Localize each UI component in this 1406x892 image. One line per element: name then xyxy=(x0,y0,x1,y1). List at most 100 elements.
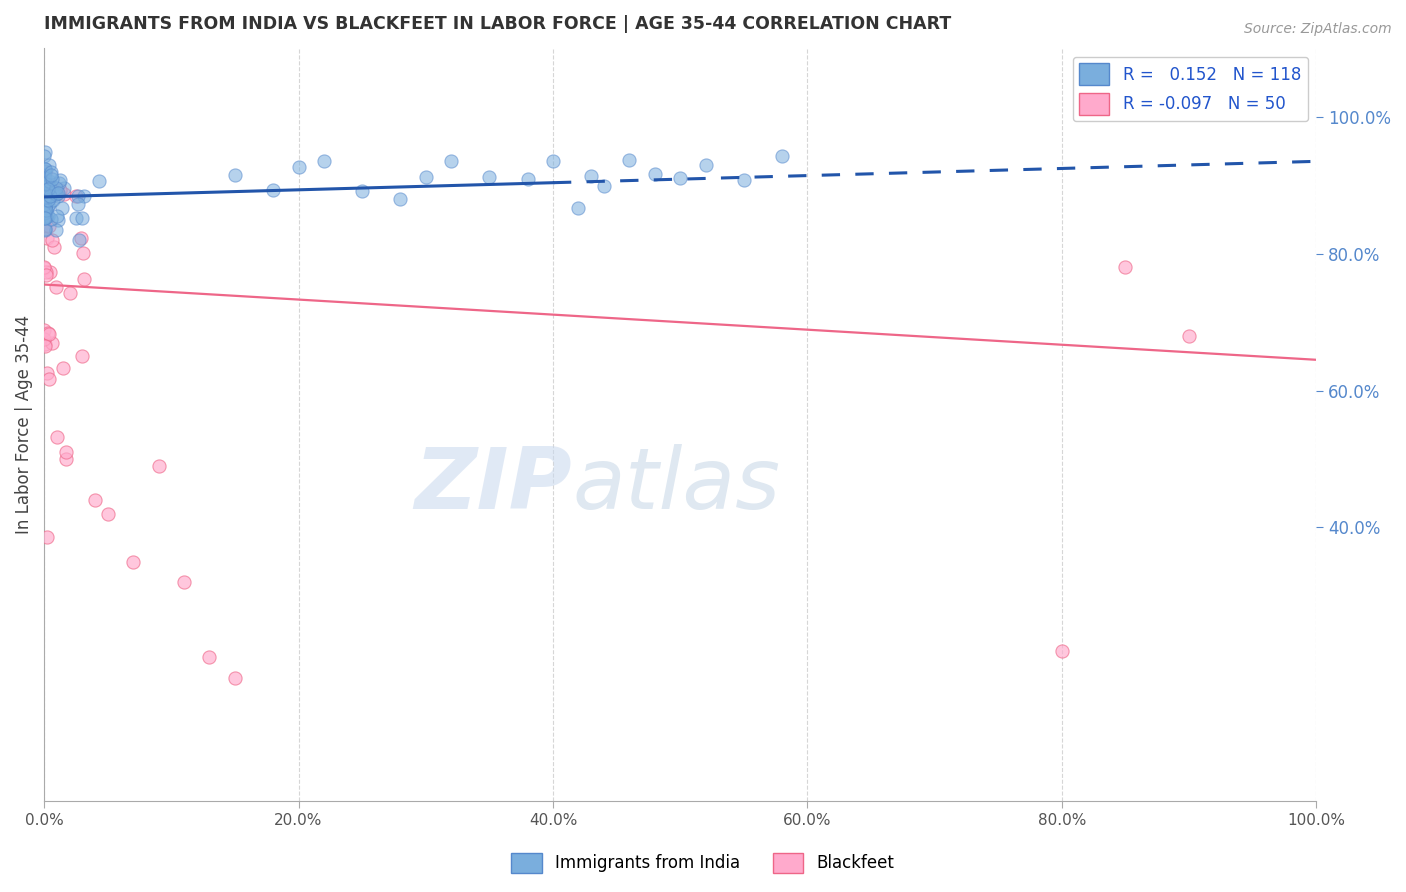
Point xyxy=(35,202,58,217)
Point xyxy=(52,361,75,376)
Point xyxy=(224,671,246,685)
Point xyxy=(34,178,56,193)
Point xyxy=(34,198,56,212)
Point xyxy=(72,189,94,203)
Point xyxy=(34,210,56,224)
Point xyxy=(48,176,70,190)
Point xyxy=(32,184,55,198)
Point xyxy=(35,177,58,191)
Point xyxy=(173,575,195,590)
Point xyxy=(32,184,55,198)
Point xyxy=(38,174,60,188)
Point xyxy=(592,179,614,194)
Point xyxy=(55,451,77,466)
Point xyxy=(39,165,62,179)
Point xyxy=(34,268,56,283)
Point xyxy=(32,183,55,197)
Point xyxy=(37,190,59,204)
Point xyxy=(34,219,56,234)
Point xyxy=(34,185,56,199)
Point xyxy=(46,186,69,200)
Point xyxy=(224,168,246,182)
Point xyxy=(32,190,55,204)
Point xyxy=(34,336,56,351)
Point xyxy=(34,205,56,219)
Point xyxy=(32,173,55,187)
Point xyxy=(516,171,538,186)
Point xyxy=(34,189,56,203)
Point xyxy=(38,197,60,211)
Point xyxy=(32,323,55,337)
Point xyxy=(287,160,309,174)
Point xyxy=(478,170,501,185)
Point xyxy=(45,222,67,236)
Point xyxy=(49,183,72,197)
Point xyxy=(46,212,69,227)
Point xyxy=(619,153,641,167)
Point xyxy=(34,198,56,212)
Point xyxy=(32,169,55,183)
Point xyxy=(34,192,56,206)
Point xyxy=(34,192,56,206)
Point xyxy=(66,197,89,211)
Point xyxy=(45,187,67,202)
Point xyxy=(70,231,93,245)
Point xyxy=(34,180,56,194)
Point xyxy=(34,223,56,237)
Point xyxy=(37,189,59,203)
Point xyxy=(35,187,58,202)
Point xyxy=(37,199,59,213)
Point xyxy=(55,445,77,459)
Point xyxy=(695,158,717,172)
Point xyxy=(34,222,56,236)
Text: ZIP: ZIP xyxy=(415,443,572,526)
Point xyxy=(39,180,62,194)
Point xyxy=(32,177,55,191)
Point xyxy=(34,200,56,214)
Point xyxy=(34,145,56,160)
Point xyxy=(89,174,111,188)
Point xyxy=(32,204,55,219)
Point xyxy=(440,153,463,168)
Point xyxy=(65,211,87,225)
Point xyxy=(38,219,60,234)
Point xyxy=(84,493,107,508)
Point xyxy=(34,163,56,178)
Point xyxy=(42,193,65,207)
Point xyxy=(1178,328,1201,343)
Point xyxy=(32,189,55,203)
Point xyxy=(48,173,70,187)
Point xyxy=(34,193,56,207)
Point xyxy=(32,260,55,274)
Point xyxy=(34,211,56,226)
Point xyxy=(35,185,58,199)
Point xyxy=(34,179,56,194)
Y-axis label: In Labor Force | Age 35-44: In Labor Force | Age 35-44 xyxy=(15,315,32,534)
Point xyxy=(38,265,60,279)
Point xyxy=(45,280,67,294)
Point xyxy=(262,183,284,197)
Point xyxy=(34,179,56,194)
Point xyxy=(34,164,56,178)
Point xyxy=(41,172,63,186)
Point xyxy=(34,192,56,206)
Point xyxy=(34,200,56,214)
Point xyxy=(579,169,602,183)
Point xyxy=(32,164,55,178)
Point xyxy=(32,149,55,163)
Point xyxy=(32,186,55,201)
Point xyxy=(567,202,589,216)
Point xyxy=(41,335,63,350)
Point xyxy=(34,216,56,230)
Point xyxy=(35,178,58,193)
Point xyxy=(34,170,56,185)
Point xyxy=(38,327,60,342)
Point xyxy=(37,188,59,202)
Point xyxy=(34,200,56,214)
Point xyxy=(41,212,63,227)
Point xyxy=(39,168,62,182)
Point xyxy=(34,189,56,203)
Point xyxy=(541,153,564,168)
Point xyxy=(35,366,58,380)
Point xyxy=(32,184,55,198)
